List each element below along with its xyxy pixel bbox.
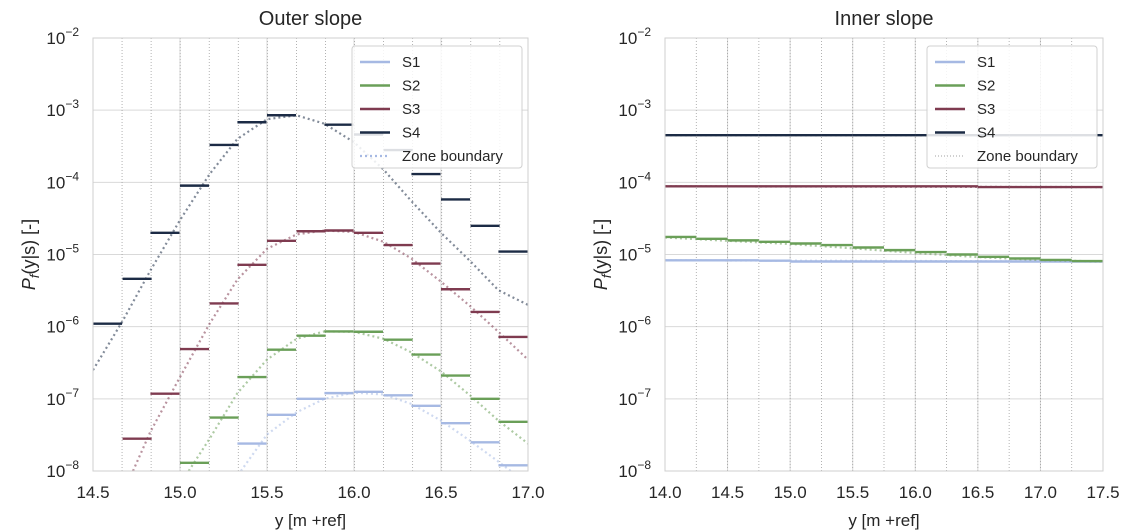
- y-tick-label: 10−4: [46, 169, 79, 192]
- legend-entry-s1: S1: [360, 54, 420, 71]
- x-tick-label: 15.5: [250, 483, 283, 502]
- series-s1: [665, 259, 1103, 263]
- y-tick-label: 10−2: [618, 25, 651, 48]
- legend-entry-s4: S4: [360, 125, 420, 142]
- x-axis-label: y [m +ref]: [275, 511, 346, 530]
- x-tick-label: 14.0: [648, 483, 681, 502]
- plot-frame: [664, 37, 1104, 472]
- legend-entry-zone-boundary: Zone boundary: [360, 148, 503, 165]
- legend-label: S2: [402, 78, 420, 95]
- x-tick-label: 16.0: [337, 483, 370, 502]
- legend-label: S1: [402, 54, 420, 71]
- legend-label: S1: [977, 54, 995, 71]
- y-tick-label: 10−8: [618, 458, 651, 481]
- x-tick-label: 17.5: [1086, 483, 1119, 502]
- y-axis-label: Pf(y|s) [-]: [19, 219, 42, 290]
- x-tick-label: 14.5: [711, 483, 744, 502]
- y-tick-label: 10−4: [618, 169, 651, 192]
- x-tick-label: 17.0: [511, 483, 544, 502]
- y-tick-label: 10−7: [46, 386, 79, 409]
- legend-label: Zone boundary: [402, 148, 503, 165]
- legend-label: S4: [977, 125, 995, 142]
- x-tick-label: 17.0: [1024, 483, 1057, 502]
- y-tick-label: 10−6: [46, 314, 79, 337]
- panel-1: 14.5 15.0 15.5 16.0 16.5 17.0 10−8 10−7 10−6 10−5…: [19, 8, 545, 530]
- legend-entry-s1: S1: [935, 54, 995, 71]
- x-tick-label: 16.5: [424, 483, 457, 502]
- x-tick-label: 15.0: [774, 483, 807, 502]
- legend-entry-s2: S2: [935, 78, 995, 95]
- y-tick-label: 10−3: [46, 97, 79, 120]
- legend-label: S3: [977, 101, 995, 118]
- legend-entry-s3: S3: [360, 101, 420, 118]
- chart-title: Inner slope: [835, 8, 934, 30]
- panel-2: 14.0 14.5 15.0 15.5 16.0 16.5 17.0 17.5 10−8 10−7…: [591, 8, 1120, 530]
- y-axis-label: Pf(y|s) [-]: [591, 219, 614, 290]
- legend: S1 S2 S3 S4 Zone boundary: [351, 45, 523, 169]
- plot-frame: [92, 37, 529, 472]
- legend-entry-s2: S2: [360, 78, 420, 95]
- x-tick-label: 15.0: [163, 483, 196, 502]
- legend-entry-zone-boundary: Zone boundary: [935, 148, 1078, 165]
- y-tick-label: 10−7: [618, 386, 651, 409]
- legend-label: S3: [402, 101, 420, 118]
- x-axis-label: y [m +ref]: [848, 511, 919, 530]
- x-tick-label: 16.0: [899, 483, 932, 502]
- legend: S1 S2 S3 S4 Zone boundary: [926, 45, 1098, 169]
- legend-box: [926, 45, 1098, 169]
- legend-label: S4: [402, 125, 420, 142]
- legend-label: Zone boundary: [977, 148, 1078, 165]
- plot-marks: [93, 114, 528, 471]
- x-tick-label: 14.5: [76, 483, 109, 502]
- series-s3: [665, 185, 1103, 189]
- series-s2: [665, 235, 1103, 263]
- legend-entry-s4: S4: [935, 125, 995, 142]
- series-s1: [237, 390, 528, 471]
- y-tick-label: 10−6: [618, 314, 651, 337]
- chart-title: Outer slope: [259, 8, 362, 30]
- y-tick-label: 10−2: [46, 25, 79, 48]
- series-s2: [180, 330, 528, 471]
- x-tick-label: 16.5: [961, 483, 994, 502]
- legend-label: S2: [977, 78, 995, 95]
- legend-entry-s3: S3: [935, 101, 995, 118]
- y-tick-label: 10−3: [618, 97, 651, 120]
- x-tick-label: 15.5: [836, 483, 869, 502]
- y-tick-label: 10−8: [46, 458, 79, 481]
- y-tick-label: 10−5: [618, 242, 651, 265]
- y-tick-label: 10−5: [46, 242, 79, 265]
- series-s3: [122, 229, 528, 471]
- legend-box: [351, 45, 523, 169]
